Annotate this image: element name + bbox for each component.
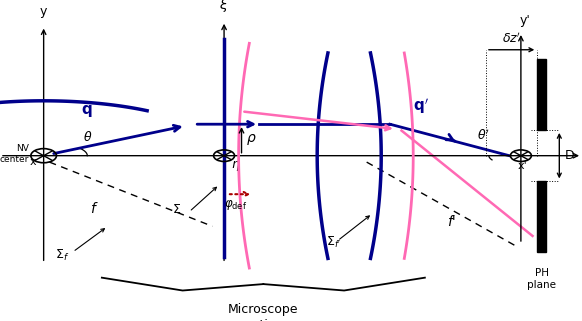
Text: $\mathbf{q}$: $\mathbf{q}$	[81, 103, 93, 119]
Bar	[537, 181, 546, 252]
Text: x': x'	[518, 161, 527, 171]
Text: NV
center: NV center	[0, 144, 29, 164]
Text: $\theta'$: $\theta'$	[477, 128, 490, 143]
Text: $\varphi_{\rm def}$: $\varphi_{\rm def}$	[224, 198, 247, 212]
Text: $\Sigma_f$: $\Sigma_f$	[55, 247, 69, 263]
Text: $\mathbf{q'}$: $\mathbf{q'}$	[413, 97, 429, 117]
Text: $\rho$: $\rho$	[246, 133, 257, 147]
Text: y: y	[40, 5, 47, 18]
Text: D: D	[565, 149, 575, 162]
Text: $\Sigma$: $\Sigma$	[172, 204, 181, 216]
Text: $\theta$: $\theta$	[83, 130, 93, 144]
Bar	[537, 59, 546, 130]
Text: $\xi$: $\xi$	[219, 0, 229, 14]
Text: y': y'	[520, 14, 531, 27]
Text: f': f'	[447, 215, 456, 229]
Text: Microscope
optics: Microscope optics	[228, 303, 299, 321]
Text: $\eta$: $\eta$	[231, 159, 240, 173]
Text: f: f	[90, 203, 95, 216]
Text: $\Sigma_{f'}$: $\Sigma_{f'}$	[326, 235, 341, 250]
Text: PH
plane: PH plane	[527, 268, 556, 290]
Text: x: x	[30, 157, 37, 167]
Text: $\delta z'$: $\delta z'$	[502, 32, 521, 46]
